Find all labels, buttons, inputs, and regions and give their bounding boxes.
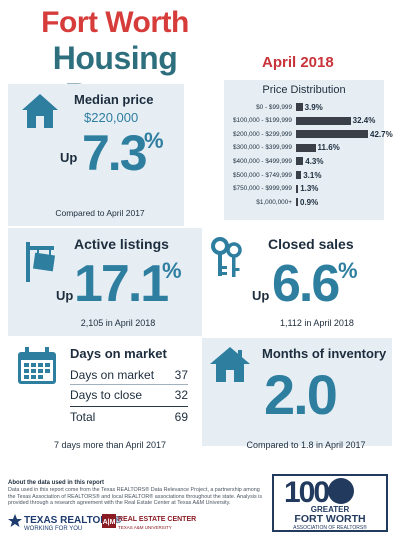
closed-sales-unit: % xyxy=(338,258,358,283)
price-row: $400,000 - $499,999 4.3% xyxy=(226,156,323,166)
active-listings-label: Active listings xyxy=(74,236,169,252)
title-city: Fort Worth xyxy=(41,6,189,39)
dom-row-days-to-close: Days to close 32 xyxy=(70,388,188,402)
price-bar xyxy=(296,143,316,152)
active-listings-sub: 2,105 in April 2018 xyxy=(80,318,156,328)
report-date: April 2018 xyxy=(262,54,334,71)
active-listings-direction: Up xyxy=(56,288,74,303)
house-icon xyxy=(208,344,252,384)
price-row: $300,000 - $399,999 11.6% xyxy=(226,143,340,153)
gfw-logo-line2: FORT WORTH xyxy=(294,513,366,525)
gfw-logo-100: 100 xyxy=(284,476,330,509)
closed-sales-sub: 1,112 in April 2018 xyxy=(280,318,354,328)
price-pct-label: 42.7% xyxy=(370,129,393,139)
closed-sales-label: Closed sales xyxy=(268,236,354,252)
real-estate-center-tagline: TEXAS A&M UNIVERSITY xyxy=(118,525,172,530)
price-bar xyxy=(296,184,299,193)
days-on-market-label: Days on market xyxy=(70,346,167,361)
median-unit: % xyxy=(144,128,164,153)
dom-row-name: Days to close xyxy=(70,388,143,402)
for-sale-sign-icon xyxy=(20,240,60,284)
price-row: $200,000 - $299,999 42.7% xyxy=(226,129,393,139)
median-compare: Compared to April 2017 xyxy=(55,208,145,218)
price-range-label: $500,000 - $749,999 xyxy=(233,171,292,179)
median-change: 7.3 xyxy=(82,125,148,181)
dom-row-value: 69 xyxy=(174,410,188,424)
days-on-market-sub: 7 days more than April 2017 xyxy=(53,440,167,450)
price-pct-label: 32.4% xyxy=(352,116,376,126)
price-range-label: $300,000 - $399,999 xyxy=(233,144,292,152)
price-distribution-title: Price Distribution xyxy=(262,84,346,96)
price-pct-label: 11.6% xyxy=(317,143,340,153)
dom-divider xyxy=(70,384,188,385)
footer-title: About the data used in this report xyxy=(8,480,105,486)
median-label: Median price xyxy=(74,92,154,107)
price-bar xyxy=(296,171,302,179)
price-pct-label: 1.3% xyxy=(300,184,319,194)
price-range-label: $400,000 - $499,999 xyxy=(233,157,292,165)
dom-divider-total xyxy=(70,406,188,407)
active-listings-unit: % xyxy=(162,258,182,283)
price-bar xyxy=(296,157,304,166)
months-inventory-sub: Compared to 1.8 in April 2017 xyxy=(246,440,366,450)
calendar-icon xyxy=(16,346,58,386)
closed-sales-direction: Up xyxy=(252,288,270,303)
price-pct-label: 3.1% xyxy=(303,170,322,180)
dom-row-days-on-market: Days on market 37 xyxy=(70,368,188,382)
dom-row-total: Total 69 xyxy=(70,410,188,424)
price-row: $0 - $99,999 3.9% xyxy=(226,102,323,112)
median-direction: Up xyxy=(60,150,78,165)
price-row: $500,000 - $749,999 3.1% xyxy=(226,170,321,180)
price-bar xyxy=(296,116,351,125)
price-bar xyxy=(296,103,303,111)
price-pct-label: 0.9% xyxy=(300,197,319,207)
price-bar xyxy=(296,130,368,139)
price-pct-label: 3.9% xyxy=(304,102,323,112)
price-range-label: $200,000 - $299,999 xyxy=(233,130,292,138)
price-range-label: $1,000,000+ xyxy=(256,198,292,206)
keys-icon xyxy=(208,236,244,280)
price-row: $100,000 - $199,999 32.4% xyxy=(226,116,375,126)
dom-row-name: Days on market xyxy=(70,368,155,382)
dom-row-name: Total xyxy=(70,410,96,424)
price-row: $750,000 - $999,999 1.3% xyxy=(226,184,318,194)
dom-row-value: 37 xyxy=(174,368,188,382)
dom-row-value: 32 xyxy=(174,388,188,402)
gfw-seal-icon xyxy=(328,478,354,504)
texas-realtors-logo: TEXAS REALTORS® xyxy=(24,515,122,526)
house-icon xyxy=(20,92,60,130)
price-range-label: $750,000 - $999,999 xyxy=(233,185,292,193)
median-value: $220,000 xyxy=(84,110,139,125)
footer-text: Data used in this report come from the T… xyxy=(8,487,263,507)
texas-realtors-star-icon xyxy=(8,514,22,528)
price-range-label: $100,000 - $199,999 xyxy=(233,117,292,125)
months-inventory-label: Months of inventory xyxy=(262,346,387,361)
price-range-label: $0 - $99,999 xyxy=(256,103,292,111)
price-pct-label: 4.3% xyxy=(305,156,324,166)
price-bar xyxy=(296,198,298,207)
texas-realtors-tagline: WORKING FOR YOU xyxy=(24,526,83,532)
gfw-logo-line3: ASSOCIATION OF REALTORS® xyxy=(293,525,367,531)
months-inventory-value: 2.0 xyxy=(264,363,338,426)
real-estate-center-logo: REAL ESTATE CENTER xyxy=(118,516,197,523)
price-row: $1,000,000+ 0.9% xyxy=(226,197,318,207)
svg-text:A|M: A|M xyxy=(103,519,116,526)
tamu-logo-icon: A|M xyxy=(102,514,116,528)
closed-sales-panel xyxy=(202,228,392,336)
active-listings-change: 17.1 xyxy=(74,255,169,313)
gfw-logo-line1: GREATER xyxy=(310,505,350,514)
closed-sales-change: 6.6 xyxy=(272,255,340,313)
